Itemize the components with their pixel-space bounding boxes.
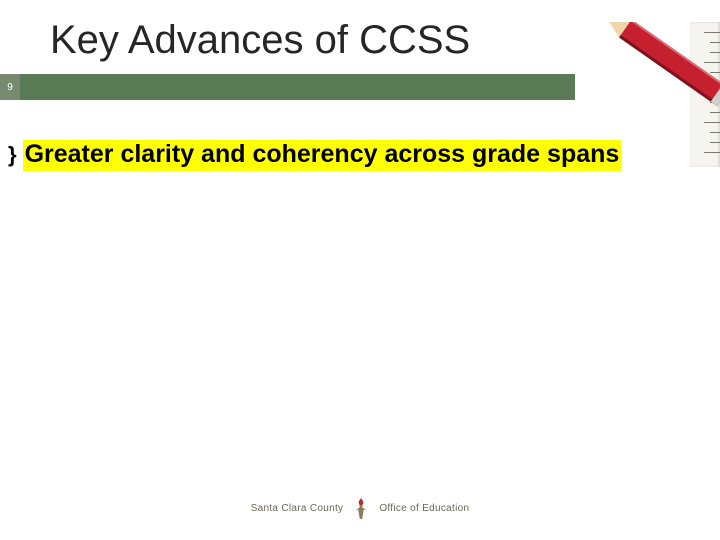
- slide-title: Key Advances of CCSS: [50, 18, 470, 63]
- footer-left-text: Santa Clara County: [251, 503, 344, 514]
- title-underline-bar: [20, 74, 575, 100]
- pencil-ruler-decor: [575, 22, 720, 167]
- footer-right-text: Office of Education: [379, 503, 469, 514]
- slide: Key Advances of CCSS 9 } Greater clarity…: [0, 0, 720, 540]
- footer: Santa Clara County Office of Education: [0, 496, 720, 520]
- bullet-text: Greater clarity and coherency across gra…: [23, 140, 622, 171]
- page-number-box: 9: [0, 74, 20, 100]
- bullet-item: } Greater clarity and coherency across g…: [8, 140, 621, 171]
- torch-icon: [353, 496, 369, 520]
- pencil-icon: [575, 22, 720, 167]
- page-number: 9: [7, 82, 13, 93]
- bullet-marker-icon: }: [8, 144, 17, 166]
